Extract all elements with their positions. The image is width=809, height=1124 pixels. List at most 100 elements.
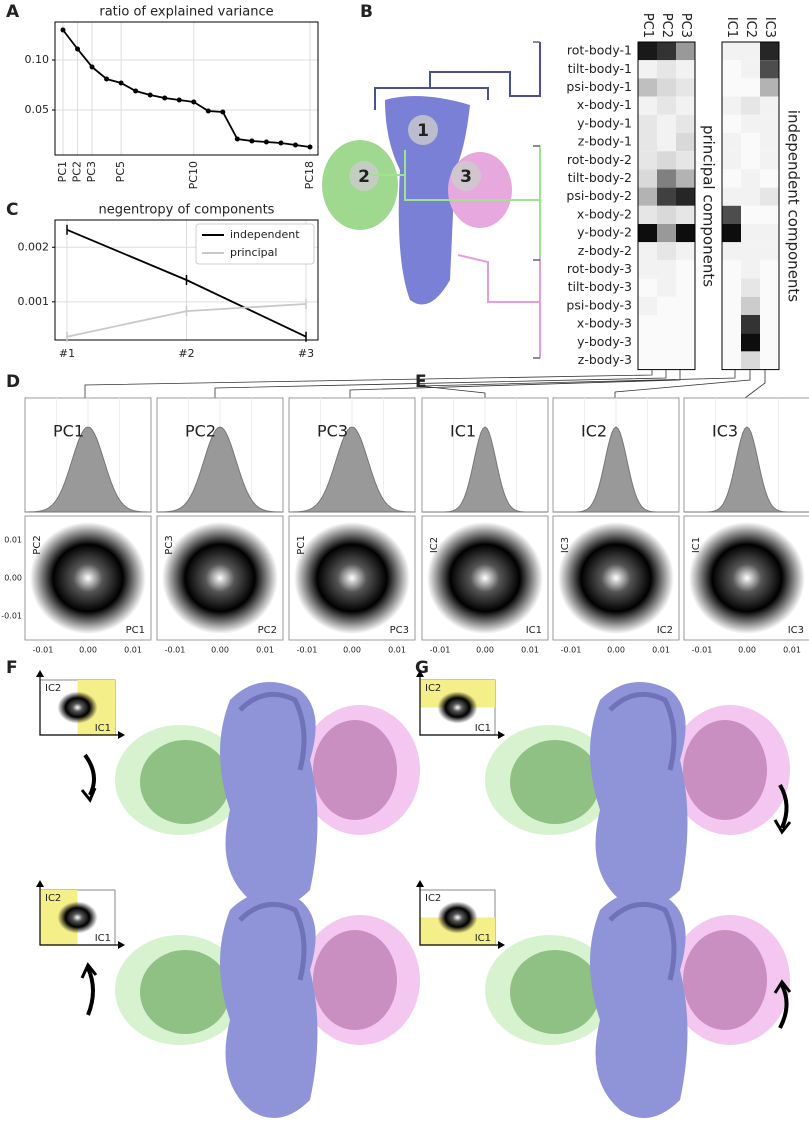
column-label: IC1: [724, 17, 739, 38]
heatmap-cell: [676, 278, 695, 297]
legend-label: independent: [230, 228, 300, 241]
heatmap-cell: [741, 315, 760, 334]
x-tick-label: 0.00: [476, 646, 494, 655]
heatmap-cell: [676, 205, 695, 224]
x-tick-label: 0.00: [79, 646, 97, 655]
heatmap-cell: [722, 42, 741, 61]
heatmap-cell: [657, 114, 676, 133]
row-label: tilt-body-3: [568, 279, 632, 294]
heatmap-cell: [638, 42, 657, 61]
heatmap-cell: [722, 114, 741, 133]
heatmap-cell: [638, 187, 657, 206]
y-axis-label: PC2: [32, 535, 43, 554]
histogram-shape: [422, 426, 548, 513]
heatmap-cell: [638, 60, 657, 79]
heatmap-cell: [741, 133, 760, 152]
scatter-cloud: [294, 522, 410, 634]
x-tick-label: 0.00: [738, 646, 756, 655]
heatmap-cell: [722, 96, 741, 115]
heatmap-cell: [657, 224, 676, 243]
legend-label: principal: [230, 246, 277, 259]
heatmap-cell: [657, 333, 676, 352]
row-label: psi-body-2: [566, 188, 632, 203]
x-tick-label: PC1: [56, 161, 69, 182]
heatmap-cell: [760, 278, 779, 297]
x-tick-label: PC18: [303, 161, 316, 189]
panel-label: F: [6, 658, 18, 678]
heatmap-cell: [638, 114, 657, 133]
row-label: z-body-3: [578, 352, 632, 367]
heatmap-cell: [760, 333, 779, 352]
y-axis-label: IC3: [560, 537, 571, 553]
heatmap-cell: [741, 224, 760, 243]
row-label: y-body-1: [577, 115, 632, 130]
structure-label: 3: [460, 167, 472, 187]
structure-label: 2: [358, 167, 370, 187]
heatmap-cell: [638, 278, 657, 297]
inset-cloud: [437, 691, 478, 724]
row-label: rot-body-1: [567, 43, 632, 58]
marker: [307, 144, 313, 150]
inset-x-label: IC1: [95, 933, 111, 944]
heatmap-cell: [722, 351, 741, 370]
x-axis-label: IC1: [526, 625, 542, 636]
heatmap-cell: [676, 187, 695, 206]
heatmap-cell: [760, 42, 779, 61]
heatmap-cell: [741, 151, 760, 170]
marker: [191, 99, 197, 105]
histogram-shape: [553, 426, 679, 513]
heatmap-cell: [676, 60, 695, 79]
heatmap-cell: [638, 96, 657, 115]
heatmap-cell: [676, 333, 695, 352]
x-tick-label: 0.00: [607, 646, 625, 655]
heatmap-cell: [676, 114, 695, 133]
y-axis-label: IC2: [429, 537, 440, 553]
row-label: x-body-2: [577, 206, 632, 221]
inset-x-label: IC1: [95, 723, 111, 734]
marker: [176, 97, 182, 103]
heatmap-cell: [741, 296, 760, 315]
heatmap-cell: [638, 351, 657, 370]
marker: [89, 64, 95, 70]
y-axis-label: PC1: [296, 535, 307, 554]
marker: [234, 136, 240, 142]
heatmap-cell: [676, 42, 695, 61]
heatmap-cell: [760, 224, 779, 243]
heatmap-cell: [657, 278, 676, 297]
marker: [60, 27, 66, 33]
heatmap-cell: [741, 114, 760, 133]
marker: [118, 80, 124, 86]
heatmap-cell: [722, 151, 741, 170]
heatmap-frame: [721, 41, 780, 371]
y-tick-label: 0.00: [4, 574, 22, 583]
molecule-view: [485, 892, 790, 1118]
heatmap-cell: [741, 42, 760, 61]
heatmap-cell: [722, 169, 741, 188]
heatmap-cell: [638, 78, 657, 97]
heatmap-cell: [676, 96, 695, 115]
heatmap-cell: [741, 187, 760, 206]
molecule-view: [115, 682, 420, 908]
heatmap-cell: [657, 296, 676, 315]
row-label: tilt-body-2: [568, 170, 632, 185]
panel-label: D: [6, 372, 20, 392]
heatmap-cell: [741, 78, 760, 97]
heatmap-cell: [676, 315, 695, 334]
x-tick-label: 0.01: [256, 646, 274, 655]
heatmap-cell: [676, 351, 695, 370]
heatmap-cell: [741, 96, 760, 115]
panel-label: A: [6, 2, 20, 22]
heatmap-cell: [638, 242, 657, 261]
row-label: x-body-1: [577, 97, 632, 112]
heatmap-cell: [638, 151, 657, 170]
heatmap-cell: [760, 114, 779, 133]
heatmap-cell: [722, 187, 741, 206]
y-axis-label: IC1: [691, 537, 702, 553]
heatmap-cell: [722, 205, 741, 224]
panel-title: IC3: [712, 422, 738, 441]
heatmap-cell: [722, 260, 741, 279]
heatmap-cell: [722, 333, 741, 352]
marker: [220, 109, 226, 115]
heatmap-cell: [722, 242, 741, 261]
